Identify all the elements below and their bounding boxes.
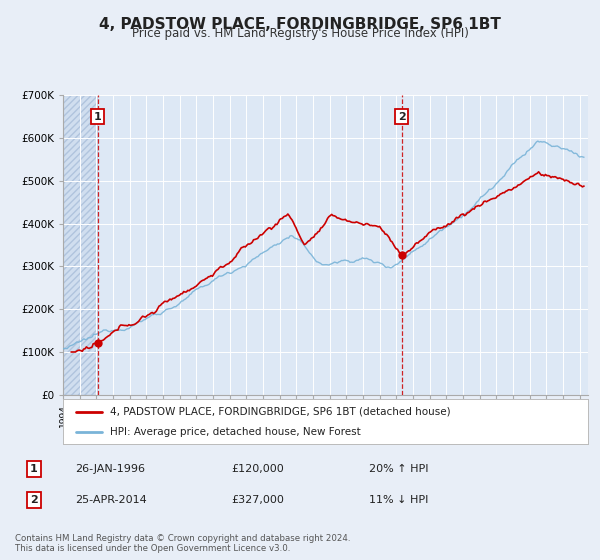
Text: HPI: Average price, detached house, New Forest: HPI: Average price, detached house, New … [110,427,361,437]
Text: 20% ↑ HPI: 20% ↑ HPI [369,464,428,474]
Text: £120,000: £120,000 [231,464,284,474]
Text: 2: 2 [30,495,38,505]
Text: 26-JAN-1996: 26-JAN-1996 [76,464,145,474]
Text: 11% ↓ HPI: 11% ↓ HPI [369,495,428,505]
Text: 4, PADSTOW PLACE, FORDINGBRIDGE, SP6 1BT (detached house): 4, PADSTOW PLACE, FORDINGBRIDGE, SP6 1BT… [110,407,451,417]
Text: 25-APR-2014: 25-APR-2014 [76,495,147,505]
Text: 1: 1 [30,464,38,474]
Text: £327,000: £327,000 [231,495,284,505]
Text: 1: 1 [94,111,101,122]
Text: 2: 2 [398,111,406,122]
Bar [63,95,97,395]
Text: Price paid vs. HM Land Registry's House Price Index (HPI): Price paid vs. HM Land Registry's House … [131,27,469,40]
Text: Contains HM Land Registry data © Crown copyright and database right 2024.
This d: Contains HM Land Registry data © Crown c… [15,534,350,553]
Text: 4, PADSTOW PLACE, FORDINGBRIDGE, SP6 1BT: 4, PADSTOW PLACE, FORDINGBRIDGE, SP6 1BT [99,17,501,32]
Bar [63,95,97,395]
